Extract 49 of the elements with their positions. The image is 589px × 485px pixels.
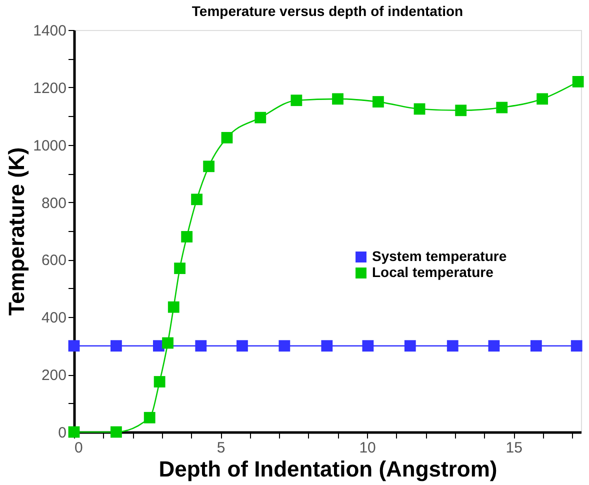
- x-tick-label: 5: [216, 440, 226, 456]
- point: [570, 340, 582, 352]
- point: [110, 340, 122, 352]
- point: [404, 340, 416, 352]
- x-tick-label: 15: [506, 440, 522, 456]
- point: [236, 340, 248, 352]
- point: [372, 96, 384, 108]
- point: [332, 93, 344, 105]
- point: [321, 340, 333, 352]
- point: [455, 104, 467, 116]
- legend-label: System temperature: [372, 248, 507, 264]
- point: [446, 340, 458, 352]
- point: [530, 340, 542, 352]
- chart-title: Temperature versus depth of indentation: [192, 3, 464, 19]
- y-tick-label: 1200: [33, 80, 66, 97]
- x-tick-label: 0: [74, 440, 83, 456]
- y-tick-label: 0: [58, 424, 66, 442]
- y-tick-label: 200: [41, 367, 66, 384]
- point: [195, 340, 207, 352]
- point: [536, 93, 548, 105]
- point: [110, 426, 122, 438]
- point: [290, 94, 302, 106]
- x-tick-label: 10: [359, 440, 376, 456]
- y-tick-label: 1000: [33, 137, 66, 154]
- legend-label: Local temperature: [372, 264, 494, 280]
- point: [203, 160, 215, 172]
- x-axis-title: Depth of Indentation (Angstrom): [158, 456, 498, 482]
- point: [488, 340, 500, 352]
- point: [162, 337, 174, 349]
- point: [191, 194, 202, 206]
- point: [68, 426, 80, 438]
- point: [414, 103, 426, 115]
- point: [181, 231, 193, 242]
- y-axis-title: Temperature (K): [4, 147, 30, 316]
- point: [168, 301, 180, 313]
- point: [154, 376, 166, 388]
- point: [221, 132, 233, 144]
- point: [174, 262, 186, 274]
- y-tick-label: 800: [41, 194, 66, 212]
- point: [68, 340, 80, 352]
- point: [496, 102, 508, 114]
- y-tick-label: 1400: [33, 22, 66, 40]
- point: [572, 76, 584, 88]
- y-tick-label: 600: [41, 252, 66, 270]
- point: [144, 412, 156, 424]
- point: [362, 340, 374, 352]
- point: [254, 112, 266, 124]
- point: [278, 340, 290, 352]
- y-tick-label: 400: [41, 310, 66, 327]
